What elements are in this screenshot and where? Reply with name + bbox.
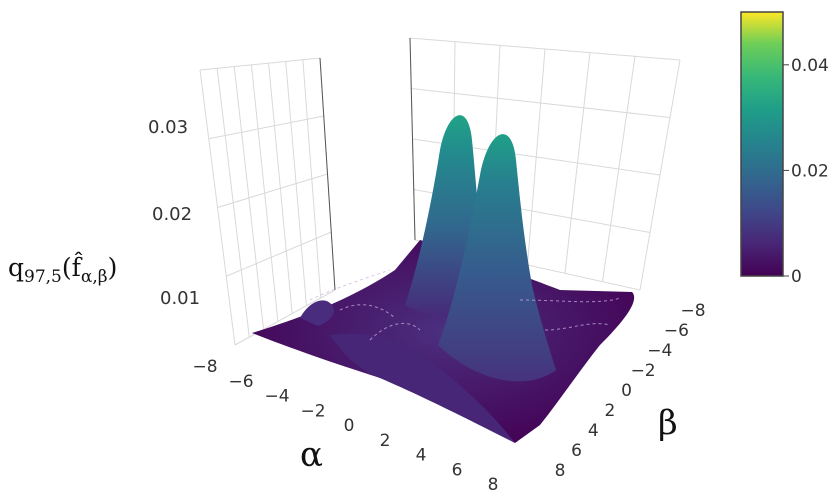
x-tick-label: −4 [264,387,289,407]
z-axis: 0.03 0.02 0.01 q97,5(f̂α,β) [8,117,200,309]
surface-ridge [330,333,515,443]
x-axis: −8 −6 −4 −2 0 2 4 6 8 [192,357,498,495]
y-tick-label: −2 [631,361,656,381]
y-tick-label: −6 [664,321,689,341]
y-tick-label: 8 [555,461,566,481]
grid-line [411,88,671,118]
y-tick-label: 6 [571,441,582,461]
colorbar-tick-label: 0 [791,267,802,287]
grid-line [208,115,324,140]
x-axis-title: α [300,435,323,475]
z-tick-0.01: 0.01 [160,288,200,309]
box-edges [319,37,416,291]
z-tick-0.02: 0.02 [152,204,192,225]
colorbar-tick-label: 0.04 [791,56,829,76]
x-tick-label: 2 [380,431,391,451]
grid-line [226,231,332,277]
x-tick-label: −6 [228,372,253,392]
surface-peak-2 [438,134,556,382]
y-tick-label: −8 [680,301,705,321]
grid-line [199,57,321,71]
x-tick-label: −2 [300,401,325,421]
surface-bump-left [300,300,335,326]
x-tick-label: 0 [344,416,355,436]
colorbar: 0 0.02 0.04 [740,11,829,287]
z-tick-0.03: 0.03 [148,117,188,138]
x-tick-label: 4 [416,446,427,466]
colorbar-gradient [740,11,784,277]
grid-line [234,289,336,346]
x-tick-label: 8 [488,475,499,495]
colorbar-tick-label: 0.02 [791,161,829,181]
y-tick-label: 0 [621,381,632,401]
y-tick-label: 2 [604,401,615,421]
grid-line [409,37,681,61]
y-axis-title: β [658,403,678,443]
z-axis-title: q97,5(f̂α,β) [8,253,117,287]
surface-contour-lines [309,269,621,341]
surface-plot [252,115,635,443]
y-tick-label: 4 [588,421,599,441]
x-tick-label: 6 [452,460,463,480]
grid-line [217,173,328,208]
x-tick-label: −8 [192,357,217,377]
y-tick-label: −4 [647,341,672,361]
